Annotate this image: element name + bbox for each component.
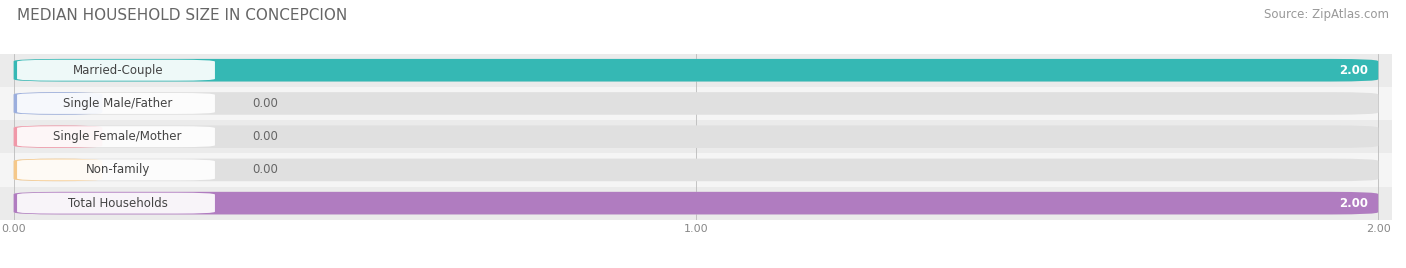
Text: Single Male/Father: Single Male/Father [63, 97, 173, 110]
Text: Married-Couple: Married-Couple [72, 64, 163, 77]
Text: MEDIAN HOUSEHOLD SIZE IN CONCEPCION: MEDIAN HOUSEHOLD SIZE IN CONCEPCION [17, 8, 347, 23]
Bar [0, 87, 1392, 120]
FancyBboxPatch shape [14, 59, 1378, 81]
Text: Source: ZipAtlas.com: Source: ZipAtlas.com [1264, 8, 1389, 21]
FancyBboxPatch shape [14, 92, 1378, 115]
Text: 0.00: 0.00 [253, 130, 278, 143]
FancyBboxPatch shape [17, 93, 215, 114]
Bar [0, 54, 1392, 87]
FancyBboxPatch shape [14, 125, 103, 148]
FancyBboxPatch shape [17, 126, 215, 147]
Text: Total Households: Total Households [67, 197, 167, 210]
Text: 2.00: 2.00 [1339, 64, 1368, 77]
FancyBboxPatch shape [14, 192, 1378, 214]
Bar [0, 153, 1392, 187]
Bar [0, 120, 1392, 153]
FancyBboxPatch shape [17, 60, 215, 81]
Bar [0, 187, 1392, 220]
Text: 2.00: 2.00 [1339, 197, 1368, 210]
Text: 0.00: 0.00 [253, 97, 278, 110]
FancyBboxPatch shape [14, 159, 1378, 181]
FancyBboxPatch shape [14, 125, 1378, 148]
Text: Non-family: Non-family [86, 163, 150, 176]
FancyBboxPatch shape [14, 92, 103, 115]
Text: 0.00: 0.00 [253, 163, 278, 176]
FancyBboxPatch shape [17, 193, 215, 214]
FancyBboxPatch shape [14, 192, 1378, 214]
FancyBboxPatch shape [14, 59, 1378, 81]
FancyBboxPatch shape [14, 159, 103, 181]
FancyBboxPatch shape [17, 159, 215, 180]
Text: Single Female/Mother: Single Female/Mother [53, 130, 181, 143]
